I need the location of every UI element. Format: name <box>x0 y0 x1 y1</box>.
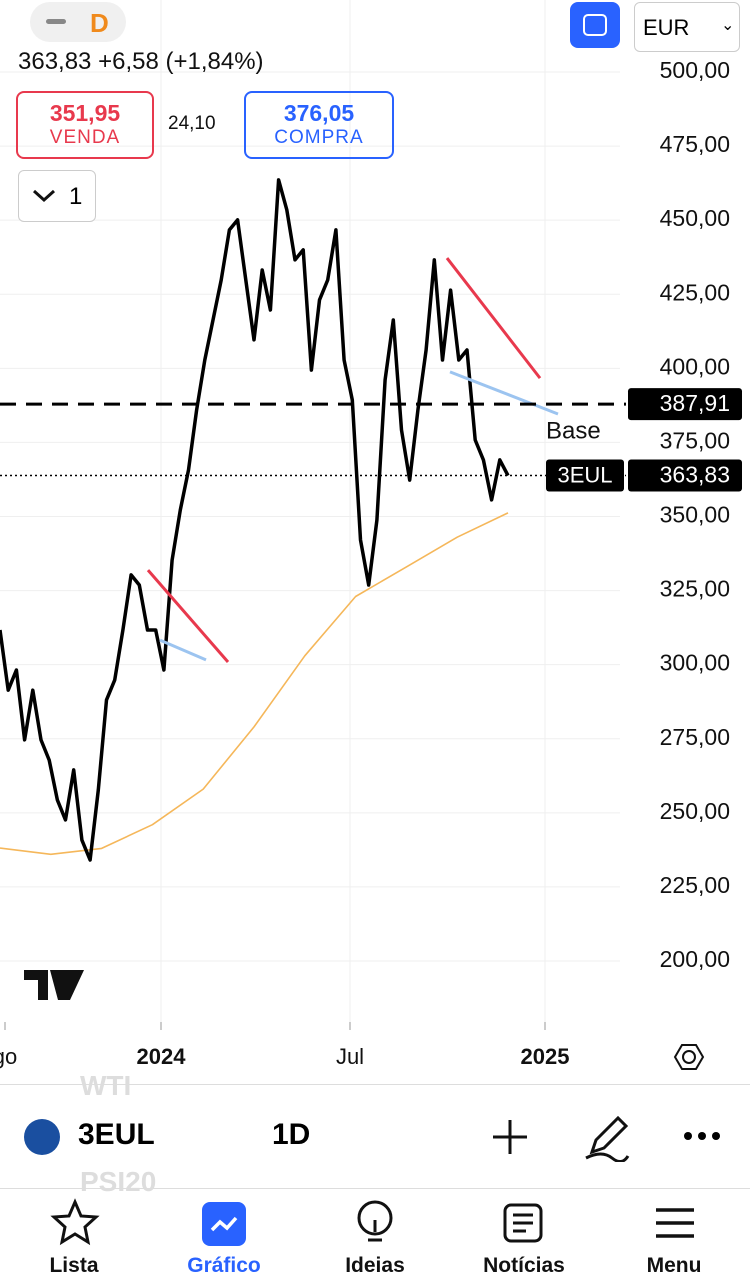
tv-logo <box>24 970 84 1000</box>
price-tag <box>628 459 742 492</box>
nav-item[interactable]: Ideias <box>345 1254 405 1277</box>
nav-icon <box>202 1202 246 1246</box>
buy-price: 376,05 <box>283 100 355 126</box>
nav-icon <box>50 1198 100 1246</box>
divider <box>0 1188 750 1189</box>
y-tick-label: 375,00 <box>660 427 730 453</box>
y-tick-label: 350,00 <box>660 502 730 528</box>
price-tag-label: 387,91 <box>660 390 730 416</box>
nav-item[interactable]: Gráfico <box>187 1254 261 1277</box>
chevron-icon <box>32 189 56 203</box>
x-tick-label: 2024 <box>137 1044 187 1069</box>
x-tick-label: 2025 <box>521 1044 570 1069</box>
divider <box>0 1084 750 1085</box>
fullscreen-button[interactable] <box>570 2 620 48</box>
annotation: Base <box>546 417 601 444</box>
x-tick-label: go <box>0 1044 17 1069</box>
nav-icon <box>503 1203 543 1243</box>
add-button[interactable] <box>490 1117 530 1157</box>
nav-icon <box>357 1200 393 1242</box>
more-button[interactable] <box>682 1130 722 1142</box>
settings-icon <box>673 1044 705 1070</box>
ghost-symbol: WTI <box>80 1070 132 1101</box>
nav-item[interactable]: Notícias <box>483 1254 565 1277</box>
trend-line <box>449 370 559 416</box>
interval[interactable]: 1D <box>272 1118 311 1151</box>
y-tick-label: 325,00 <box>660 576 730 602</box>
nav-item[interactable]: Menu <box>646 1254 702 1277</box>
symbol[interactable]: 3EUL <box>78 1118 155 1151</box>
nav-icon <box>656 1208 694 1238</box>
symbol-tag <box>546 459 624 492</box>
y-tick-label: 225,00 <box>660 872 730 898</box>
price-line <box>0 178 510 862</box>
x-tick-label: Jul <box>336 1044 364 1069</box>
quote: 363,83 +6,58 (+1,84%) <box>18 48 264 75</box>
nav-item[interactable]: Lista <box>49 1254 99 1277</box>
trend-line <box>445 257 542 380</box>
y-tick-label: 200,00 <box>660 946 730 972</box>
trend-line <box>146 569 230 663</box>
layers-count: 1 <box>69 183 83 210</box>
price-tag-label: 363,83 <box>660 462 730 488</box>
price-tag <box>628 388 742 421</box>
y-tick-label: 425,00 <box>660 279 730 305</box>
y-tick-label: 250,00 <box>660 798 730 824</box>
spread: 24,10 <box>168 113 216 134</box>
currency: EUR <box>643 15 690 40</box>
sell-price: 351,95 <box>49 100 121 126</box>
sell-label: VENDA <box>49 127 121 148</box>
interval-badge: D <box>90 8 109 38</box>
trend-line <box>159 638 207 662</box>
draw-button[interactable] <box>582 1112 632 1162</box>
currency-select[interactable]: EUR ⌄ <box>634 2 740 52</box>
fullscreen-icon <box>583 14 607 36</box>
y-tick-label: 400,00 <box>660 353 730 379</box>
interval-pill[interactable]: D <box>30 2 126 42</box>
ghost-symbol: PSI20 <box>80 1166 157 1197</box>
y-tick-label: 450,00 <box>660 205 730 231</box>
sell-button[interactable]: 351,95 VENDA <box>16 91 154 159</box>
y-tick-label: 500,00 <box>660 57 730 83</box>
symbol-tag-label: 3EUL <box>557 462 612 487</box>
settings-icon <box>682 1050 696 1064</box>
dropdown-icon: ⌄ <box>721 17 735 34</box>
symbol-logo <box>24 1119 60 1155</box>
buy-label: COMPRA <box>274 127 364 148</box>
buy-button[interactable]: 376,05 COMPRA <box>244 91 394 159</box>
y-tick-label: 275,00 <box>660 724 730 750</box>
y-tick-label: 475,00 <box>660 131 730 157</box>
y-tick-label: 300,00 <box>660 650 730 676</box>
collapse-icon <box>46 19 66 24</box>
layers-toggle[interactable]: 1 <box>18 170 96 222</box>
